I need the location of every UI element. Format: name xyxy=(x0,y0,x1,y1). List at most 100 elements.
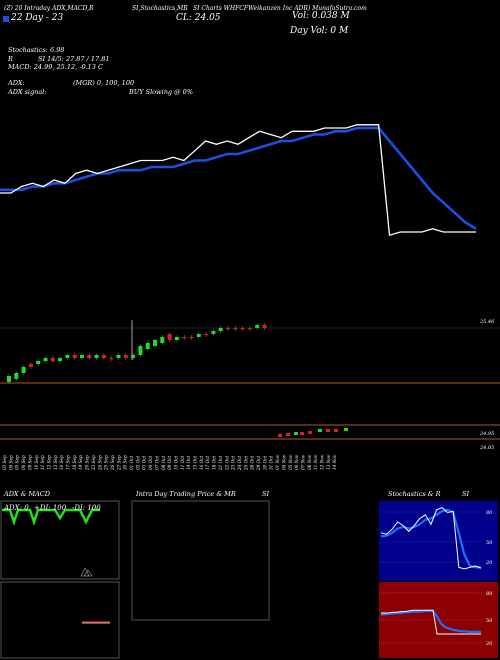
candle xyxy=(262,325,267,328)
candle xyxy=(138,346,143,355)
date-tick-label: 28 Oct xyxy=(250,456,255,470)
mgr-value: (MGR) 0, 100, 100 xyxy=(73,79,135,87)
intraday-title-right: SI xyxy=(262,490,270,498)
date-tick-label: 11 Sep xyxy=(40,455,45,470)
candle xyxy=(174,337,179,340)
candle xyxy=(116,355,121,358)
rsi-tick-label: 80 xyxy=(486,591,493,597)
date-tick-label: 23 Sep xyxy=(91,455,96,470)
rsi-tick-label: 20 xyxy=(485,641,493,647)
header-mid: SI,Stochastics,MR xyxy=(132,5,188,12)
rsi-value: SI 14/5: 27.87 / 17.81 xyxy=(38,55,110,63)
date-tick-label: 25 Sep xyxy=(104,455,109,470)
day-volume-label: Day Vol: 0 M xyxy=(290,26,349,36)
date-tick-label: 09 Oct xyxy=(167,456,172,470)
date-tick-label: 18 Oct xyxy=(212,456,217,470)
header-mid2: SI Charts WHFCF xyxy=(193,5,249,12)
date-tick-label: 06 Nov xyxy=(294,454,299,470)
period-label: 22 Day - 23 xyxy=(11,13,64,23)
date-tick-label: 04 Nov xyxy=(281,454,286,470)
candle xyxy=(123,355,128,358)
candlestick-chart: 25.46 24.95 24.05 03 Sep 04 Sep 05 Sep 06 S… xyxy=(0,319,500,470)
legend-square-icon xyxy=(3,16,9,22)
date-tick-label: 10 Sep xyxy=(34,455,39,470)
stoch-title-right: SI xyxy=(462,490,470,498)
date-tick-label: 02 Oct xyxy=(135,456,140,470)
adx-line xyxy=(2,508,100,526)
candle xyxy=(344,428,348,431)
price-label-top: 25.46 xyxy=(479,319,495,325)
stoch-tick-label: 20 xyxy=(485,560,493,566)
price-label-mid: 24.95 xyxy=(479,431,494,437)
date-tick-label: 30 Oct xyxy=(262,456,267,470)
candle xyxy=(145,343,150,349)
date-tick-label: 05 Nov xyxy=(288,454,293,470)
candle xyxy=(101,355,106,358)
candle xyxy=(308,431,312,434)
price-line xyxy=(0,124,476,237)
date-tick-label: 04 Sep xyxy=(8,455,13,470)
header-title: (Z) 20 Intraday ADX,MACD,R xyxy=(4,5,94,12)
date-tick-label: 25 Oct xyxy=(243,456,248,470)
candle xyxy=(278,434,282,437)
adx-marker xyxy=(83,569,93,577)
rsi-signal-line xyxy=(381,609,481,633)
date-tick-label: 08 Nov xyxy=(307,454,312,470)
date-tick-label: 17 Sep xyxy=(66,455,71,470)
date-tick-label: 16 Oct xyxy=(199,456,204,470)
header-right: Weikanzen Inc ADR) MunafaSutra.com xyxy=(248,5,367,12)
date-tick-label: 10 Oct xyxy=(173,456,178,470)
candle xyxy=(65,355,70,358)
date-tick-label: 23 Oct xyxy=(231,456,236,470)
date-tick-label: 20 Sep xyxy=(85,455,90,470)
candle xyxy=(36,361,41,364)
candle xyxy=(255,325,260,328)
date-tick-label: 15 Oct xyxy=(193,456,198,470)
rsi-line xyxy=(381,609,481,635)
candle xyxy=(218,328,223,331)
date-tick-label: 13 Sep xyxy=(53,455,58,470)
candle xyxy=(318,429,322,432)
date-tick-label: 11 Nov xyxy=(313,454,318,470)
candle xyxy=(167,334,172,340)
candle xyxy=(94,355,99,358)
candle xyxy=(286,433,290,436)
candle xyxy=(247,328,252,330)
candle xyxy=(160,337,165,343)
date-tick-label: 30 Sep xyxy=(123,455,128,470)
adx-value-label: ADX: 0 xyxy=(3,504,29,512)
close-label: CL: 24.05 xyxy=(176,13,221,23)
candle xyxy=(334,429,338,432)
date-tick-label: 09 Sep xyxy=(27,455,32,470)
date-tick-label: 01 Oct xyxy=(129,456,134,470)
date-tick-label: 17 Oct xyxy=(205,456,210,470)
macd-frame xyxy=(0,581,120,659)
date-tick-label: 12 Sep xyxy=(46,455,51,470)
stochastic-k-line xyxy=(380,507,482,570)
candle xyxy=(43,358,48,361)
candle xyxy=(28,364,33,367)
date-tick-label: 14 Oct xyxy=(186,456,191,470)
date-tick-label: 24 Oct xyxy=(237,456,242,470)
rsi-tick-label: 50 xyxy=(486,618,493,624)
stoch-rsi-panel: 80 50 20 80 50 20 xyxy=(379,501,498,658)
candle xyxy=(14,373,19,379)
candle xyxy=(226,328,230,330)
candle xyxy=(58,358,63,361)
moving-average-line xyxy=(0,126,477,230)
date-tick-label: 26 Sep xyxy=(110,455,115,470)
stoch-tick-label: 50 xyxy=(486,540,493,546)
stoch-title: Stochastics & R xyxy=(388,490,441,498)
intraday-panel xyxy=(131,500,270,621)
volume-label: Vol: 0.038 M xyxy=(292,11,350,21)
candle xyxy=(153,340,157,346)
minus-di-label: -DI: 100 xyxy=(72,504,101,512)
stochastics-value: Stochastics: 6.98 xyxy=(8,46,65,54)
date-tick-label: 07 Oct xyxy=(154,456,159,470)
date-tick-label: 06 Sep xyxy=(21,455,26,470)
candle xyxy=(240,328,245,330)
adx-marker xyxy=(80,567,90,577)
date-tick-label: 31 Oct xyxy=(269,456,274,470)
adx-signal-label: ADX signal: xyxy=(8,88,47,96)
date-tick-label: 03 Sep xyxy=(2,455,7,470)
